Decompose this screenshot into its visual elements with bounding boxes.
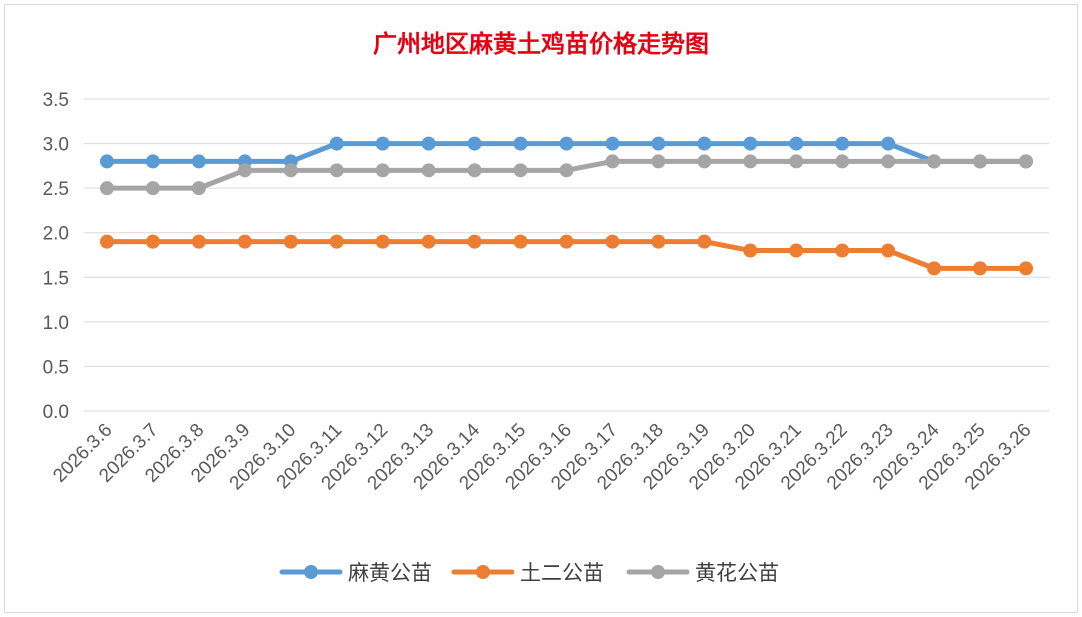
legend-label: 黄花公苗 <box>695 561 779 585</box>
y-tick-label: 2.5 <box>43 179 69 200</box>
y-tick-label: 3.0 <box>43 135 69 156</box>
data-point <box>835 136 850 151</box>
gridlines <box>84 98 1049 412</box>
data-point <box>375 234 390 249</box>
y-tick-label: 3.5 <box>43 90 69 111</box>
data-point <box>145 154 160 169</box>
data-point <box>927 261 942 276</box>
chart-border <box>4 4 1078 613</box>
data-point <box>697 154 712 169</box>
data-point <box>835 243 850 258</box>
data-point <box>99 234 114 249</box>
data-point <box>789 154 804 169</box>
data-point <box>743 136 758 151</box>
data-point <box>973 154 988 169</box>
data-point <box>421 234 436 249</box>
data-point <box>697 234 712 249</box>
data-point <box>651 154 666 169</box>
data-point <box>467 234 482 249</box>
data-point <box>1019 261 1034 276</box>
data-point <box>467 136 482 151</box>
legend-marker <box>651 565 665 579</box>
data-point <box>651 136 666 151</box>
data-point <box>513 136 528 151</box>
data-point <box>559 136 574 151</box>
chart-title: 广州地区麻黄土鸡苗价格走势图 <box>373 29 709 58</box>
data-point <box>145 234 160 249</box>
data-point <box>99 154 114 169</box>
series-2 <box>99 234 1034 276</box>
series-3 <box>99 154 1034 196</box>
data-point <box>375 136 390 151</box>
data-point <box>283 234 298 249</box>
data-point <box>145 181 160 196</box>
data-point <box>789 243 804 258</box>
data-point <box>237 234 252 249</box>
data-point <box>375 163 390 178</box>
y-axis-ticks: 0.0 0.5 1.0 1.5 2.0 2.5 3.0 3.5 <box>43 90 69 423</box>
data-point <box>513 234 528 249</box>
legend-marker <box>304 565 318 579</box>
y-tick-label: 0.0 <box>43 402 69 423</box>
data-point <box>559 234 574 249</box>
legend-marker <box>476 565 490 579</box>
data-point <box>651 234 666 249</box>
data-point <box>605 136 620 151</box>
data-point <box>743 243 758 258</box>
data-point <box>283 163 298 178</box>
y-tick-label: 0.5 <box>43 357 69 378</box>
data-point <box>789 136 804 151</box>
data-point <box>237 163 252 178</box>
data-point <box>513 163 528 178</box>
series-group <box>99 136 1034 276</box>
legend-item: 土二公苗 <box>451 561 604 585</box>
data-point <box>191 181 206 196</box>
data-point <box>191 154 206 169</box>
legend-label: 土二公苗 <box>520 561 604 585</box>
data-point <box>467 163 482 178</box>
data-point <box>99 181 114 196</box>
data-point <box>881 243 896 258</box>
data-point <box>559 163 574 178</box>
legend-label: 麻黄公苗 <box>348 561 432 585</box>
y-tick-label: 1.0 <box>43 313 69 334</box>
data-point <box>191 234 206 249</box>
data-point <box>835 154 850 169</box>
data-point <box>421 136 436 151</box>
y-tick-label: 2.0 <box>43 224 69 245</box>
data-point <box>743 154 758 169</box>
data-point <box>329 234 344 249</box>
data-point <box>329 136 344 151</box>
data-point <box>421 163 436 178</box>
data-point <box>329 163 344 178</box>
data-point <box>927 154 942 169</box>
y-tick-label: 1.5 <box>43 268 69 289</box>
data-point <box>697 136 712 151</box>
data-point <box>973 261 988 276</box>
data-point <box>605 154 620 169</box>
data-point <box>1019 154 1034 169</box>
data-point <box>881 154 896 169</box>
legend-item: 麻黄公苗 <box>279 561 432 585</box>
legend-item: 黄花公苗 <box>626 561 779 585</box>
data-point <box>605 234 620 249</box>
data-point <box>881 136 896 151</box>
legend: 麻黄公苗 土二公苗 黄花公苗 <box>279 561 779 585</box>
